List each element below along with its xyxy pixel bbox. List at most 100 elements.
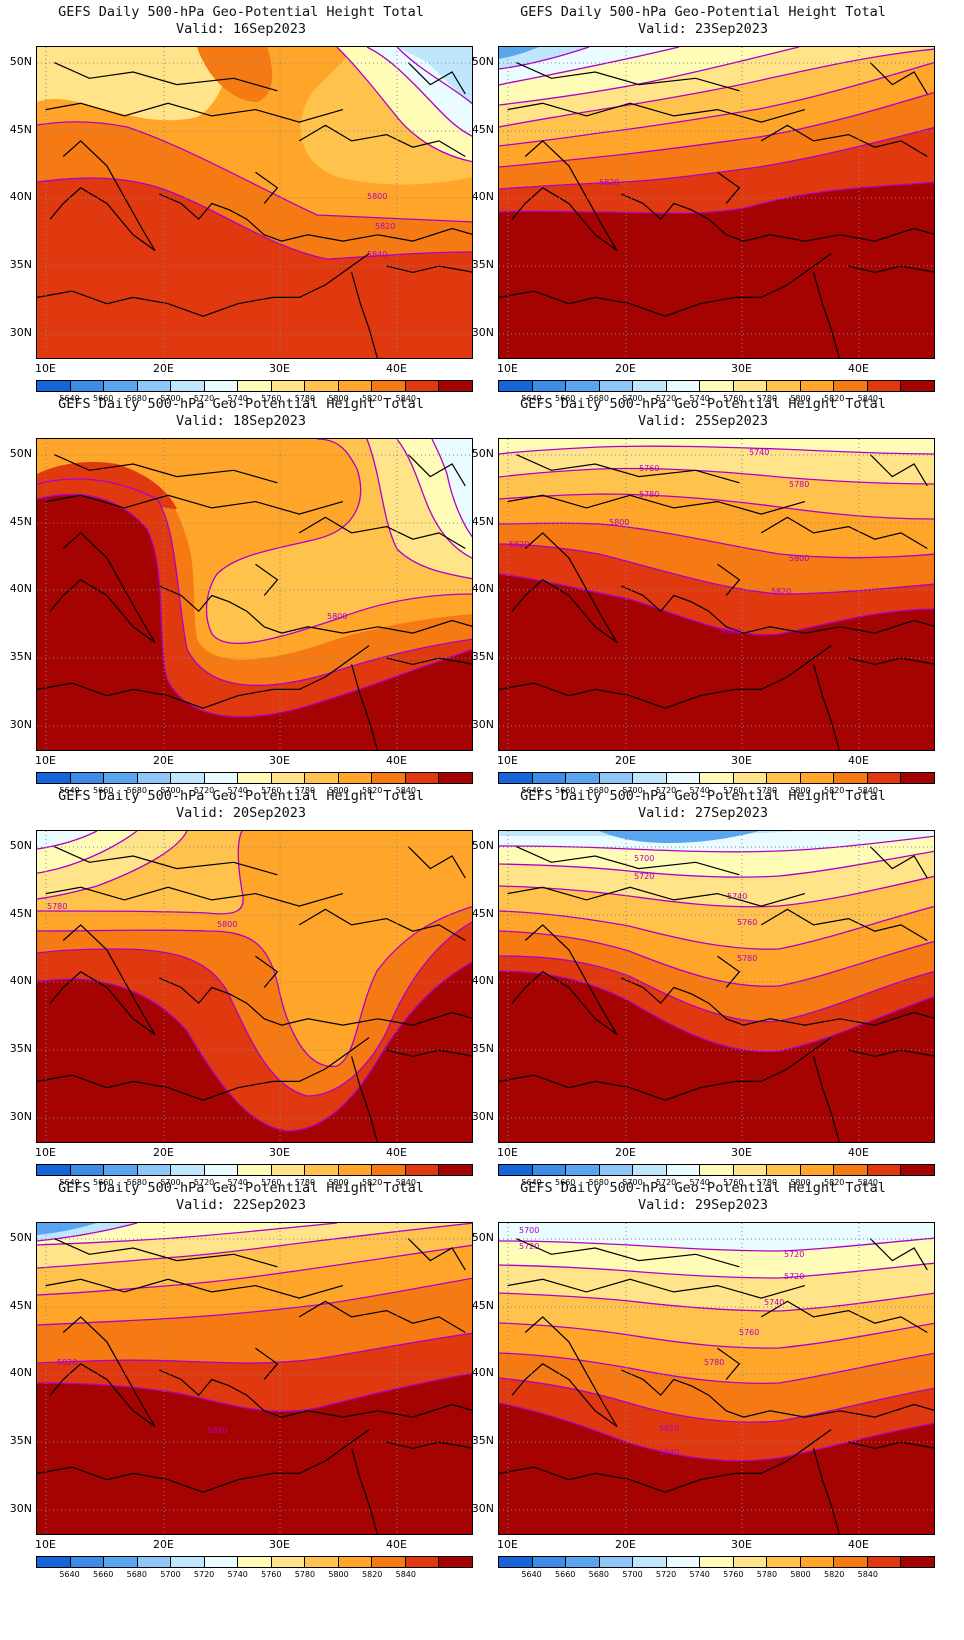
coastline	[49, 924, 156, 1035]
colorbar-swatch	[599, 1557, 634, 1567]
contour-label: 5780	[639, 490, 659, 499]
lon-tick-label: 40E	[848, 754, 869, 767]
colorbar-swatch	[70, 1557, 105, 1567]
colorbar	[36, 380, 473, 392]
colorbar-swatch	[372, 381, 406, 391]
colorbar-label: 5740	[689, 394, 710, 403]
colorbar-label: 5840	[395, 394, 416, 403]
colorbar	[36, 772, 473, 784]
colorbar-swatch	[171, 1557, 205, 1567]
contour-line	[499, 1237, 934, 1252]
colorbar-label: 5780	[756, 1178, 778, 1187]
lon-tick-label: 30E	[269, 1146, 290, 1159]
contour-label: 5700	[519, 1226, 539, 1235]
contour-label: 5800	[609, 518, 629, 527]
lon-tick-label: 30E	[731, 1146, 752, 1159]
colorbar-label: 5740	[689, 786, 710, 795]
colorbar-swatch	[37, 1557, 71, 1567]
colorbar-swatch	[633, 1557, 667, 1567]
colorbar-swatch	[104, 1557, 138, 1567]
coastline	[255, 955, 279, 988]
colorbar-label: 5640	[59, 1178, 80, 1187]
colorbar-swatch	[238, 381, 272, 391]
coastline	[869, 454, 928, 487]
coastline	[813, 664, 840, 750]
coastline	[507, 494, 806, 515]
height-map: 5740 5760 5780 5780 5800 5800 5820 5820 5840	[498, 438, 935, 751]
colorbar-swatch	[204, 1557, 239, 1567]
colorbar-swatch	[305, 1165, 339, 1175]
lon-tick-label: 10E	[35, 1538, 56, 1551]
coastline	[49, 1316, 156, 1427]
colorbar-label: 5800	[790, 786, 811, 795]
lon-tick-label: 20E	[615, 1538, 636, 1551]
colorbar-swatch	[532, 1557, 567, 1567]
panel-title: GEFS Daily 500-hPa Geo-Potential Height …	[58, 788, 424, 804]
colorbar-label: 5680	[588, 786, 609, 795]
colorbar-label: 5700	[622, 1570, 643, 1579]
lon-tick-label: 20E	[153, 362, 174, 375]
colorbar-swatch	[800, 1165, 835, 1175]
contour-label: 5740	[727, 892, 747, 901]
panel-valid-date: Valid: 23Sep2023	[637, 21, 769, 37]
coastline	[407, 846, 466, 879]
colorbar-label: 5660	[93, 394, 114, 403]
colorbar-swatch	[633, 773, 667, 783]
colorbar-label: 5680	[588, 1570, 609, 1579]
contour-label: 5820	[375, 222, 395, 231]
colorbar-label: 5840	[395, 1570, 416, 1579]
lat-tick-label: 30N	[9, 1110, 32, 1123]
coastline	[298, 1300, 466, 1334]
colorbar-swatch	[204, 381, 239, 391]
coastline	[45, 494, 344, 515]
colorbar-label: 5660	[93, 786, 114, 795]
contour-label: 5780	[789, 480, 809, 489]
lon-tick-label: 30E	[269, 362, 290, 375]
colorbar-label: 5720	[655, 1570, 677, 1579]
colorbar-label: 5840	[857, 1178, 878, 1187]
contour-line	[499, 48, 934, 128]
height-band	[37, 1223, 97, 1235]
coastline	[159, 1369, 472, 1418]
colorbar-label: 5820	[824, 394, 845, 403]
coastline	[159, 585, 472, 634]
lat-tick-label: 35N	[9, 1434, 32, 1447]
contour-label: 5800	[327, 612, 347, 621]
contour-line	[499, 445, 934, 455]
coastline	[621, 977, 934, 1026]
contour-label: 5720	[519, 1242, 539, 1251]
contour-line	[37, 1332, 472, 1364]
contour-label: 5840	[721, 627, 741, 636]
height-band	[599, 831, 759, 843]
panel-valid-date: Valid: 18Sep2023	[175, 413, 307, 429]
contour-line	[37, 1244, 472, 1296]
height-map: 5780 5800	[36, 830, 473, 1143]
coastline	[516, 454, 740, 484]
coastline	[760, 1300, 928, 1334]
coastline	[760, 908, 928, 942]
contour-line	[37, 831, 138, 874]
colorbar-label: 5820	[824, 786, 845, 795]
colorbar-label: 5760	[261, 1178, 282, 1187]
lon-tick-label: 10E	[497, 1538, 518, 1551]
lat-tick-label: 30N	[471, 1110, 494, 1123]
lat-tick-label: 50N	[471, 1231, 494, 1244]
lat-tick-label: 50N	[9, 55, 32, 68]
coastline	[621, 193, 934, 242]
forecast-panel: GEFS Daily 500-hPa Geo-Potential Height …	[0, 1176, 482, 1586]
colorbar-label: 5760	[723, 1570, 744, 1579]
colorbar-swatch	[104, 773, 138, 783]
panel-valid-date: Valid: 29Sep2023	[637, 1197, 769, 1213]
colorbar-swatch	[599, 381, 634, 391]
lon-tick-label: 20E	[153, 1538, 174, 1551]
colorbar-label: 5800	[790, 1570, 811, 1579]
colorbar-swatch	[305, 773, 339, 783]
colorbar-swatch	[372, 1557, 406, 1567]
colorbar-label: 5740	[689, 1178, 710, 1187]
lon-tick-label: 30E	[731, 1538, 752, 1551]
colorbar-swatch	[104, 381, 138, 391]
colorbar-label: 5640	[521, 394, 542, 403]
contour-line	[499, 1322, 934, 1349]
colorbar-label: 5700	[622, 1178, 643, 1187]
colorbar-swatch	[137, 381, 172, 391]
